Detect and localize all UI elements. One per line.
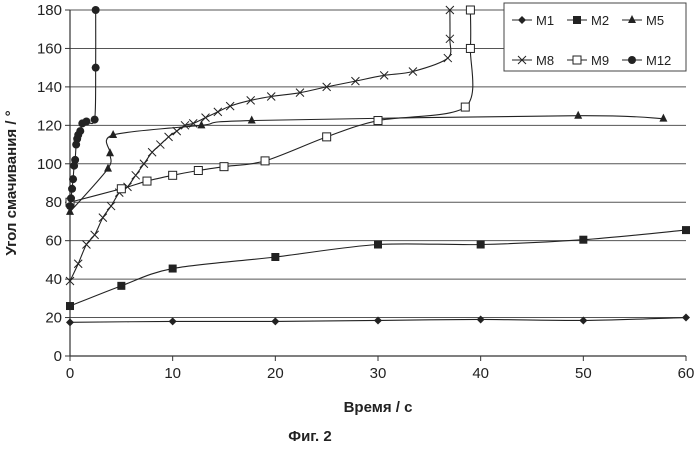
legend-marker-m12 [628,56,636,64]
data-point-m2-5 [477,241,485,249]
data-point-m1-6 [682,314,690,322]
data-point-m2-1 [117,282,125,290]
data-point-m9-2 [143,177,151,185]
data-point-m9-4 [194,167,202,175]
data-point-m8-26 [444,54,452,62]
data-point-m8-25 [409,68,417,76]
data-point-m8-17 [214,108,222,116]
data-point-m8-1 [74,260,82,268]
data-point-m9-8 [374,117,382,125]
data-point-m12-2 [68,185,76,193]
data-point-m12-11 [82,117,90,125]
y-tick-label-60: 60 [45,233,62,250]
data-point-m8-11 [156,141,164,149]
data-point-m8-5 [107,202,115,210]
legend-marker-m9 [573,56,581,64]
legend-label-m2: M2 [591,13,609,28]
data-point-m12-1 [67,194,75,202]
y-tick-label-120: 120 [37,117,62,134]
data-point-m1-4 [477,315,485,323]
y-tick-label-100: 100 [37,156,62,173]
data-point-m12-3 [69,175,77,183]
figure-caption: Фиг. 2 [0,428,620,445]
data-point-m8-2 [82,241,90,249]
data-point-m1-2 [271,317,279,325]
data-point-m2-3 [271,253,279,261]
y-tick-label-80: 80 [45,194,62,211]
y-tick-label-0: 0 [54,348,62,365]
data-point-m1-0 [66,318,74,326]
legend: M1 M2 M5 M8 M9 M12 [504,3,686,71]
data-point-m9-10 [466,44,474,52]
x-tick-label-40: 40 [472,365,489,382]
data-point-m9-7 [323,133,331,141]
x-axis-title: Время / с [344,399,413,416]
data-point-m8-16 [202,114,210,122]
data-point-m9-9 [461,103,469,111]
y-tick-label-180: 180 [37,2,62,19]
data-point-m5-6 [574,111,582,119]
x-tick-label-10: 10 [164,365,181,382]
data-point-m2-4 [374,241,382,249]
data-point-m8-19 [247,96,255,104]
series-m2 [66,226,690,310]
data-point-m8-8 [132,171,140,179]
data-point-m5-7 [659,114,667,122]
data-point-m9-5 [220,163,228,171]
data-point-m8-3 [91,231,99,239]
legend-label-m1: M1 [536,13,554,28]
series-m8 [66,6,454,285]
x-tick-label-20: 20 [267,365,284,382]
y-axis-title: Угол смачивания / ° [3,110,20,255]
data-point-m12-0 [66,202,74,210]
data-point-m5-2 [106,148,114,156]
x-tick-label-0: 0 [66,365,74,382]
data-point-m12-12 [91,116,99,124]
y-tick-label-20: 20 [45,310,62,327]
data-point-m9-3 [169,171,177,179]
legend-label-m9: M9 [591,53,609,68]
series-m1 [66,314,690,327]
data-point-m12-14 [92,6,100,14]
y-tick-label-160: 160 [37,40,62,57]
data-point-m8-12 [165,133,173,141]
y-tick-label-140: 140 [37,79,62,96]
data-point-m9-6 [261,157,269,165]
data-point-m8-10 [148,148,156,156]
series-m12 [66,6,100,210]
legend-label-m5: M5 [646,13,664,28]
data-point-m2-6 [579,236,587,244]
legend-label-m8: M8 [536,53,554,68]
x-tick-label-50: 50 [575,365,592,382]
legend-marker-m2 [573,16,581,24]
x-tick-label-60: 60 [678,365,695,382]
data-point-m5-1 [104,164,112,172]
data-point-m5-5 [248,116,256,124]
data-point-m8-13 [173,127,181,135]
data-point-m12-13 [92,64,100,72]
y-tick-label-40: 40 [45,271,62,288]
series-m5 [66,111,667,215]
data-point-m2-0 [66,302,74,310]
data-point-m9-1 [117,185,125,193]
data-point-m12-5 [71,156,79,164]
x-tick-label-30: 30 [370,365,387,382]
series-m9 [66,6,474,206]
data-point-m12-9 [76,127,84,135]
data-point-m2-2 [169,265,177,273]
data-point-m1-1 [169,317,177,325]
series-line-m9 [70,10,473,202]
data-point-m9-11 [466,6,474,14]
data-point-m8-4 [99,214,107,222]
data-point-m8-18 [226,102,234,110]
legend-label-m12: M12 [646,53,671,68]
data-point-m2-7 [682,226,690,234]
